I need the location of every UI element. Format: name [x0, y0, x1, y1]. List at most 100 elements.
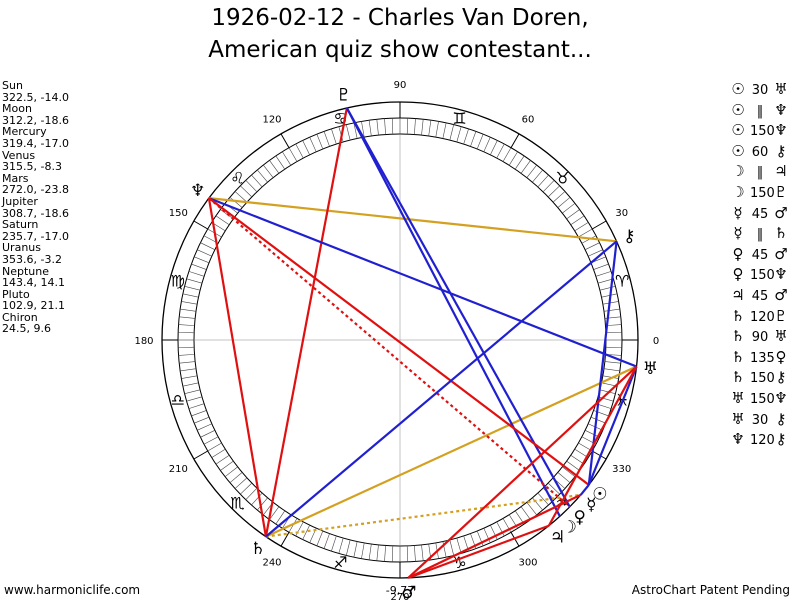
degree-label: 240 [262, 558, 281, 569]
degree-tick [302, 525, 310, 540]
degree-tick [215, 454, 230, 465]
degree-tick [391, 545, 394, 562]
degree-tick [552, 191, 566, 203]
degree-tick [184, 286, 201, 291]
degree-tick [597, 278, 614, 284]
aspect-line-sun-mercury [579, 484, 590, 496]
planet-name-neptune: Neptune [2, 264, 50, 278]
aspect-row: ♅ 150♆ [726, 389, 792, 410]
aspect-line-uranus-saturn [265, 365, 637, 538]
degree-tick [275, 155, 286, 170]
aspect-line-neptune-saturn [207, 197, 267, 537]
aspect-angle: 150 [750, 391, 775, 407]
aspect-planet-1-glyph: ☿ [733, 203, 743, 222]
degree-tick [229, 472, 243, 483]
sign-boundary [592, 220, 607, 230]
degree-tick [435, 121, 439, 138]
aspect-line-chiron-neptune [208, 197, 617, 243]
aspect-row: ♄ 135♀ [726, 348, 792, 369]
degree-tick [566, 460, 580, 471]
degree-tick [188, 271, 205, 277]
sign-boundary [193, 450, 208, 460]
planet-coords-jupiter: 308.7, -18.6 [2, 206, 69, 220]
degree-tick [605, 346, 622, 349]
degree-tick [180, 368, 197, 372]
planet-name-chiron: Chiron [2, 310, 38, 324]
degree-tick [414, 545, 416, 562]
planet-glyph-sun: ☉ [592, 484, 607, 504]
aspect-row: ☉ 30 ♅ [726, 80, 792, 101]
planet-glyph-pluto: ♇ [336, 85, 351, 105]
aspect-line-neptune-sun [208, 197, 590, 486]
degree-tick [194, 256, 210, 264]
degree-tick [245, 180, 258, 193]
degree-tick [361, 542, 365, 559]
planet-glyph-jupiter: ♃ [550, 528, 565, 548]
aspect-row: ♅ 30 ⚷ [726, 410, 792, 431]
degree-tick [574, 222, 589, 232]
degree-tick [178, 346, 195, 349]
aspect-planet-2-glyph: ⚷ [775, 409, 787, 428]
footer-website[interactable]: www.harmoniclife.com [4, 583, 141, 597]
degree-tick [288, 147, 298, 162]
aspect-angle: ‖ [756, 165, 764, 181]
degree-tick [368, 543, 372, 560]
aspect-planet-1-glyph: ♃ [731, 285, 745, 304]
degree-tick [180, 308, 197, 312]
aspect-planet-2-glyph: ⚷ [775, 430, 787, 449]
degree-label: 330 [612, 464, 631, 475]
aspect-angle: 60 [751, 144, 769, 160]
aspect-planet-2-glyph: ♂ [774, 285, 788, 304]
degree-tick [263, 164, 274, 178]
degree-tick [456, 537, 462, 554]
degree-tick [346, 124, 351, 141]
degree-tick [240, 482, 253, 495]
aspect-planet-2-glyph: ⚷ [775, 368, 787, 387]
degree-tick [211, 448, 226, 458]
aspect-line-mars-mercury [407, 493, 582, 579]
degree-tick [557, 472, 571, 483]
degree-tick [428, 120, 432, 137]
degree-tick [542, 180, 555, 193]
sign-glyph-libra: ♎ [171, 391, 185, 410]
sign-glyph-sagittarius: ♐ [333, 553, 347, 572]
aspect-line-saturn-mercury [265, 493, 581, 538]
planet-name-saturn: Saturn [2, 218, 39, 232]
aspect-planet-2-glyph: ♆ [774, 100, 788, 119]
aspect-planet-1-glyph: ♅ [731, 388, 745, 407]
aspect-angle: 150 [750, 124, 775, 140]
aspect-angle: 45 [751, 288, 769, 304]
aspect-planet-2-glyph: ♂ [774, 203, 788, 222]
aspect-row: ♆ 120⚷ [726, 430, 792, 451]
degree-label: 300 [518, 558, 537, 569]
degree-tick [215, 215, 230, 226]
aspect-angle: 30 [751, 83, 769, 98]
aspect-row: ♄ 120♇ [726, 307, 792, 328]
degree-tick [316, 134, 324, 150]
planet-coords-moon: 312.2, -18.6 [2, 113, 69, 127]
sign-boundary [510, 133, 520, 148]
planet-position-list: Sun 322.5, -14.0 Moon 312.2, -18.6 Mercury 31… [2, 80, 69, 335]
aspect-planet-1-glyph: ♀ [732, 265, 744, 284]
degree-tick [353, 122, 358, 139]
aspect-angle: 45 [751, 206, 769, 222]
planet-coords-saturn: 235.7, -17.0 [2, 229, 69, 243]
degree-tick [566, 209, 580, 220]
degree-tick [331, 128, 337, 145]
aspect-line-chiron-saturn [265, 240, 618, 538]
planet-glyph-venus: ♀ [574, 508, 586, 528]
aspect-row: ♃ 45 ♂ [726, 286, 792, 307]
aspect-angle: 120 [750, 309, 775, 325]
degree-tick [604, 361, 621, 364]
sign-boundary [193, 220, 208, 230]
aspect-angle: 90 [751, 330, 769, 346]
degree-label: 270 [390, 592, 409, 600]
aspect-planet-1-glyph: ☉ [731, 100, 745, 119]
degree-tick [179, 316, 196, 319]
degree-tick [585, 242, 600, 250]
degree-tick [414, 118, 416, 135]
degree-tick [178, 354, 195, 356]
degree-tick [229, 197, 243, 208]
degree-tick [590, 416, 606, 424]
